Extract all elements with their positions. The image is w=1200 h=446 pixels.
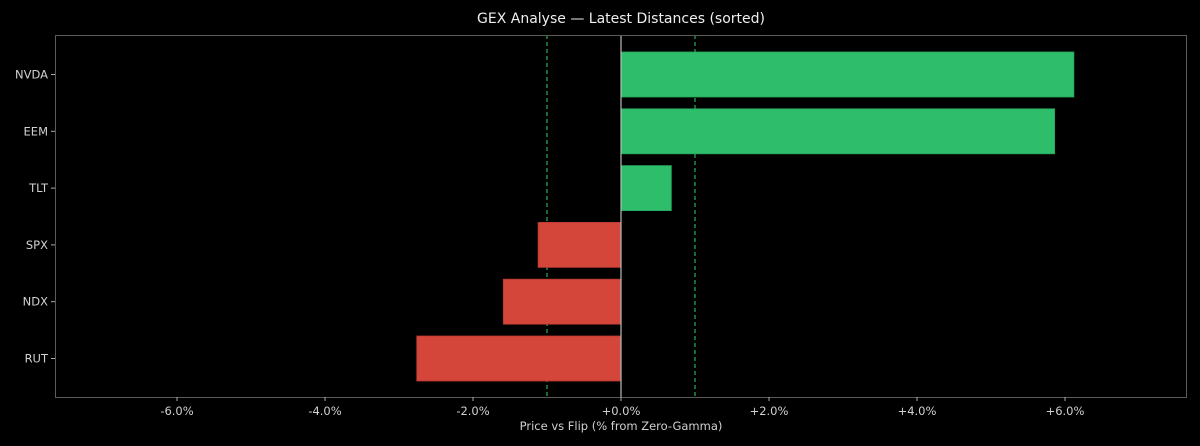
bar-eem[interactable] [620, 108, 1056, 155]
y-tick-label: EEM [24, 124, 48, 138]
y-tick-label: NVDA [15, 68, 48, 82]
y-tick-label: NDX [23, 295, 48, 309]
y-tick-label: SPX [26, 238, 48, 252]
x-tick-label: -6.0% [160, 404, 193, 418]
x-tick-label: +2.0% [750, 404, 789, 418]
plot-area [416, 35, 1075, 397]
chart-title: GEX Analyse — Latest Distances (sorted) [477, 11, 765, 27]
x-axis: -6.0% -4.0% -2.0% +0.0% +2.0% +4.0% +6.0% [160, 397, 1084, 418]
y-tick-label: RUT [25, 352, 49, 366]
bar-tlt[interactable] [620, 165, 672, 212]
x-tick-label: -4.0% [308, 404, 341, 418]
bar-rut[interactable] [416, 335, 622, 382]
x-tick-label: +4.0% [898, 404, 937, 418]
bar-nvda[interactable] [620, 51, 1075, 98]
y-axis: NVDA EEM TLT SPX NDX RUT [15, 68, 55, 366]
x-tick-label: -2.0% [456, 404, 489, 418]
x-tick-label: +0.0% [602, 404, 641, 418]
y-tick-label: TLT [28, 181, 49, 195]
x-tick-label: +6.0% [1046, 404, 1085, 418]
bar-ndx[interactable] [502, 278, 622, 325]
bar-spx[interactable] [537, 221, 622, 268]
x-axis-label: Price vs Flip (% from Zero-Gamma) [520, 419, 723, 433]
